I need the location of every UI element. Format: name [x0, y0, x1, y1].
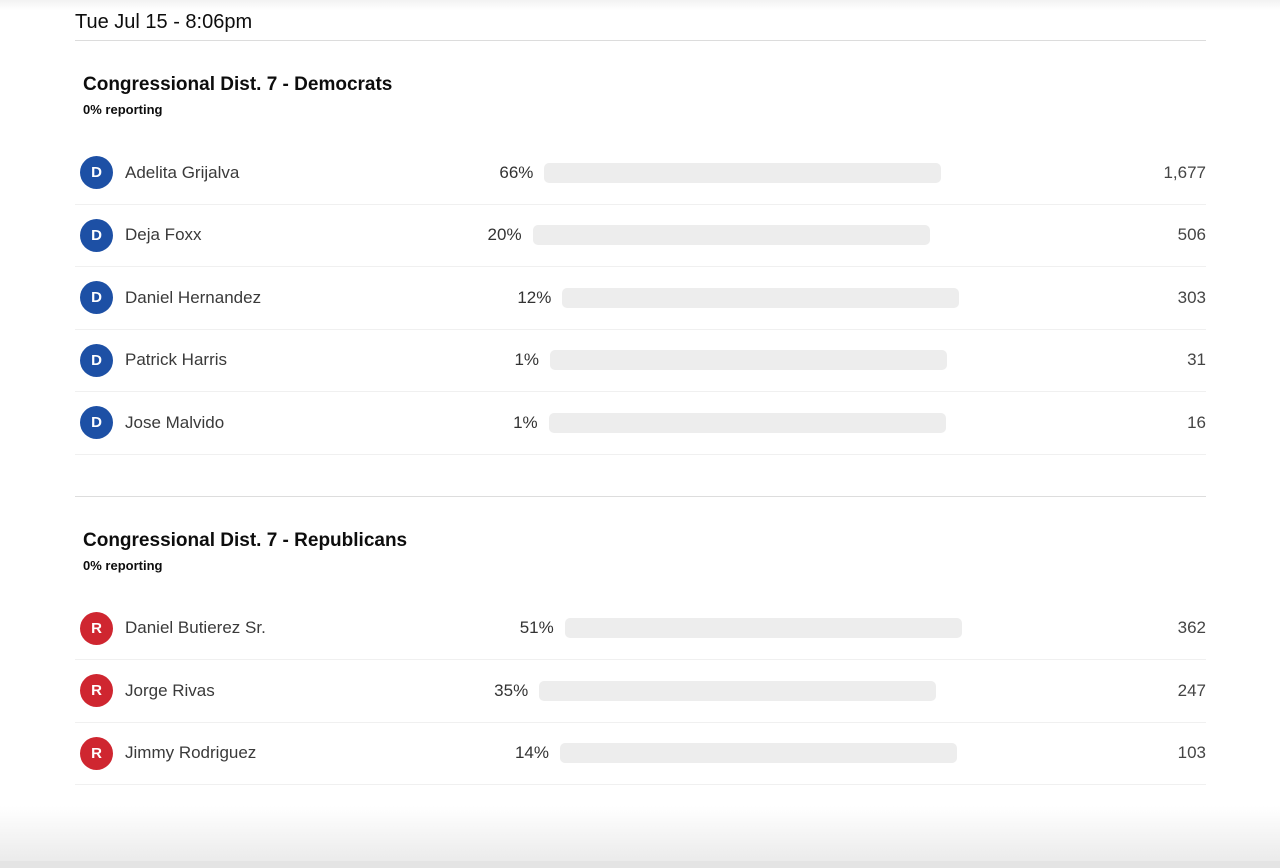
candidate-name: Jimmy Rodriguez — [125, 743, 257, 763]
candidate-row: R Daniel Butierez Sr. 51% 362 — [75, 598, 1207, 660]
percent-label: 51% — [519, 618, 554, 638]
party-badge: R — [80, 674, 113, 708]
candidate-row: R Jimmy Rodriguez 14% 103 — [75, 723, 1206, 785]
race-section: Congressional Dist. 7 - Democrats 0% rep… — [75, 74, 1206, 455]
party-badge: D — [80, 343, 113, 377]
results-page: Tue Jul 15 - 8:06pm Congressional Dist. … — [75, 0, 1206, 785]
percent-label: 12% — [517, 287, 552, 307]
result-bar-track — [564, 618, 962, 639]
party-badge: R — [80, 611, 113, 645]
race-title: Congressional Dist. 7 - Republicans — [83, 529, 408, 551]
candidate-row: D Daniel Hernandez 12% 303 — [75, 267, 1206, 330]
header-timestamp: Tue Jul 15 - 8:06pm — [75, 0, 1206, 41]
percent-label: 1% — [513, 412, 538, 432]
race-section: Congressional Dist. 7 - Republicans 0% r… — [75, 529, 1207, 785]
percent-label: 20% — [487, 225, 522, 245]
vote-count: 1,677 — [1163, 162, 1206, 182]
result-bar-track — [550, 350, 948, 371]
result-bar-track — [544, 162, 942, 183]
reporting-status: 0% reporting — [83, 102, 163, 117]
vote-count: 303 — [1177, 287, 1206, 307]
candidate-row: D Patrick Harris 1% 31 — [75, 330, 1206, 392]
percent-label: 35% — [494, 680, 529, 700]
candidate-name: Adelita Grijalva — [125, 162, 240, 182]
vote-count: 31 — [1187, 350, 1206, 370]
bottom-scroll-fade — [0, 806, 1280, 861]
candidate-list: D Adelita Grijalva 66% 1,677 D Deja Foxx… — [75, 142, 1206, 455]
results-sections: Congressional Dist. 7 - Democrats 0% rep… — [75, 74, 1206, 785]
candidate-row: D Jose Malvido 1% 16 — [75, 392, 1206, 455]
percent-label: 14% — [514, 743, 549, 763]
candidate-name: Jorge Rivas — [125, 680, 215, 700]
candidate-list: R Daniel Butierez Sr. 51% 362 R Jorge Ri… — [75, 598, 1207, 785]
candidate-name: Deja Foxx — [125, 225, 202, 245]
result-bar-track — [539, 680, 937, 701]
percent-label: 66% — [499, 162, 534, 182]
vote-count: 247 — [1177, 680, 1207, 700]
percent-label: 1% — [514, 350, 540, 370]
result-bar-track — [532, 225, 930, 246]
vote-count: 103 — [1177, 743, 1206, 763]
result-bar-track — [559, 743, 957, 764]
candidate-row: D Deja Foxx 20% 506 — [75, 205, 1206, 267]
vote-count: 506 — [1177, 225, 1206, 245]
candidate-name: Jose Malvido — [125, 412, 225, 432]
bottom-edge-strip — [0, 861, 1280, 868]
vote-count: 362 — [1177, 618, 1207, 638]
party-badge: D — [80, 156, 113, 190]
party-badge: R — [80, 736, 113, 770]
party-badge: D — [80, 218, 113, 252]
vote-count: 16 — [1187, 412, 1207, 432]
candidate-name: Daniel Hernandez — [125, 287, 262, 307]
candidate-row: D Adelita Grijalva 66% 1,677 — [75, 142, 1206, 205]
result-bar-track — [562, 287, 960, 308]
candidate-name: Patrick Harris — [125, 350, 228, 370]
reporting-status: 0% reporting — [83, 557, 163, 573]
candidate-row: R Jorge Rivas 35% 247 — [75, 660, 1206, 723]
result-bar-track — [548, 412, 946, 433]
section-divider — [75, 495, 1206, 497]
party-badge: D — [80, 281, 113, 315]
race-title: Congressional Dist. 7 - Democrats — [83, 74, 393, 95]
candidate-name: Daniel Butierez Sr. — [125, 618, 266, 638]
party-badge: D — [80, 406, 113, 440]
